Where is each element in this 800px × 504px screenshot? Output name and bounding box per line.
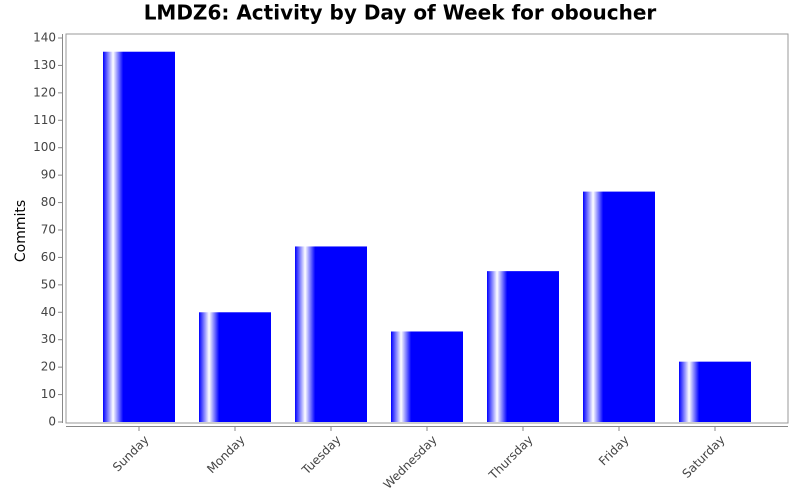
bar bbox=[679, 361, 751, 422]
y-tick-label: 80 bbox=[41, 195, 56, 209]
x-tick-label: Tuesday bbox=[298, 433, 343, 478]
y-tick-label: 30 bbox=[41, 332, 56, 346]
bar bbox=[487, 271, 559, 422]
x-tick-label: Monday bbox=[204, 433, 247, 476]
y-tick-label: 140 bbox=[33, 31, 56, 45]
bar bbox=[583, 191, 655, 422]
bar bbox=[199, 312, 271, 422]
x-tick-label: Saturday bbox=[679, 433, 727, 481]
y-tick-label: 110 bbox=[33, 113, 56, 127]
y-tick-label: 0 bbox=[48, 415, 56, 429]
y-tick-label: 70 bbox=[41, 223, 56, 237]
x-tick-label: Sunday bbox=[110, 433, 152, 475]
y-tick-label: 60 bbox=[41, 250, 56, 264]
y-tick-label: 20 bbox=[41, 360, 56, 374]
y-tick-label: 50 bbox=[41, 277, 56, 291]
x-tick-label: Friday bbox=[596, 433, 632, 469]
y-tick-label: 10 bbox=[41, 387, 56, 401]
x-tick-label: Wednesday bbox=[381, 433, 440, 492]
y-tick-label: 120 bbox=[33, 85, 56, 99]
y-tick-label: 130 bbox=[33, 58, 56, 72]
y-axis-label: Commits bbox=[13, 200, 29, 262]
chart-title: LMDZ6: Activity by Day of Week for obouc… bbox=[144, 1, 657, 25]
y-tick-label: 100 bbox=[33, 140, 56, 154]
x-tick-label: Thursday bbox=[486, 433, 536, 483]
y-tick-label: 40 bbox=[41, 305, 56, 319]
y-tick-label: 90 bbox=[41, 168, 56, 182]
bar bbox=[391, 331, 463, 422]
bar bbox=[103, 51, 175, 422]
bar bbox=[295, 246, 367, 422]
